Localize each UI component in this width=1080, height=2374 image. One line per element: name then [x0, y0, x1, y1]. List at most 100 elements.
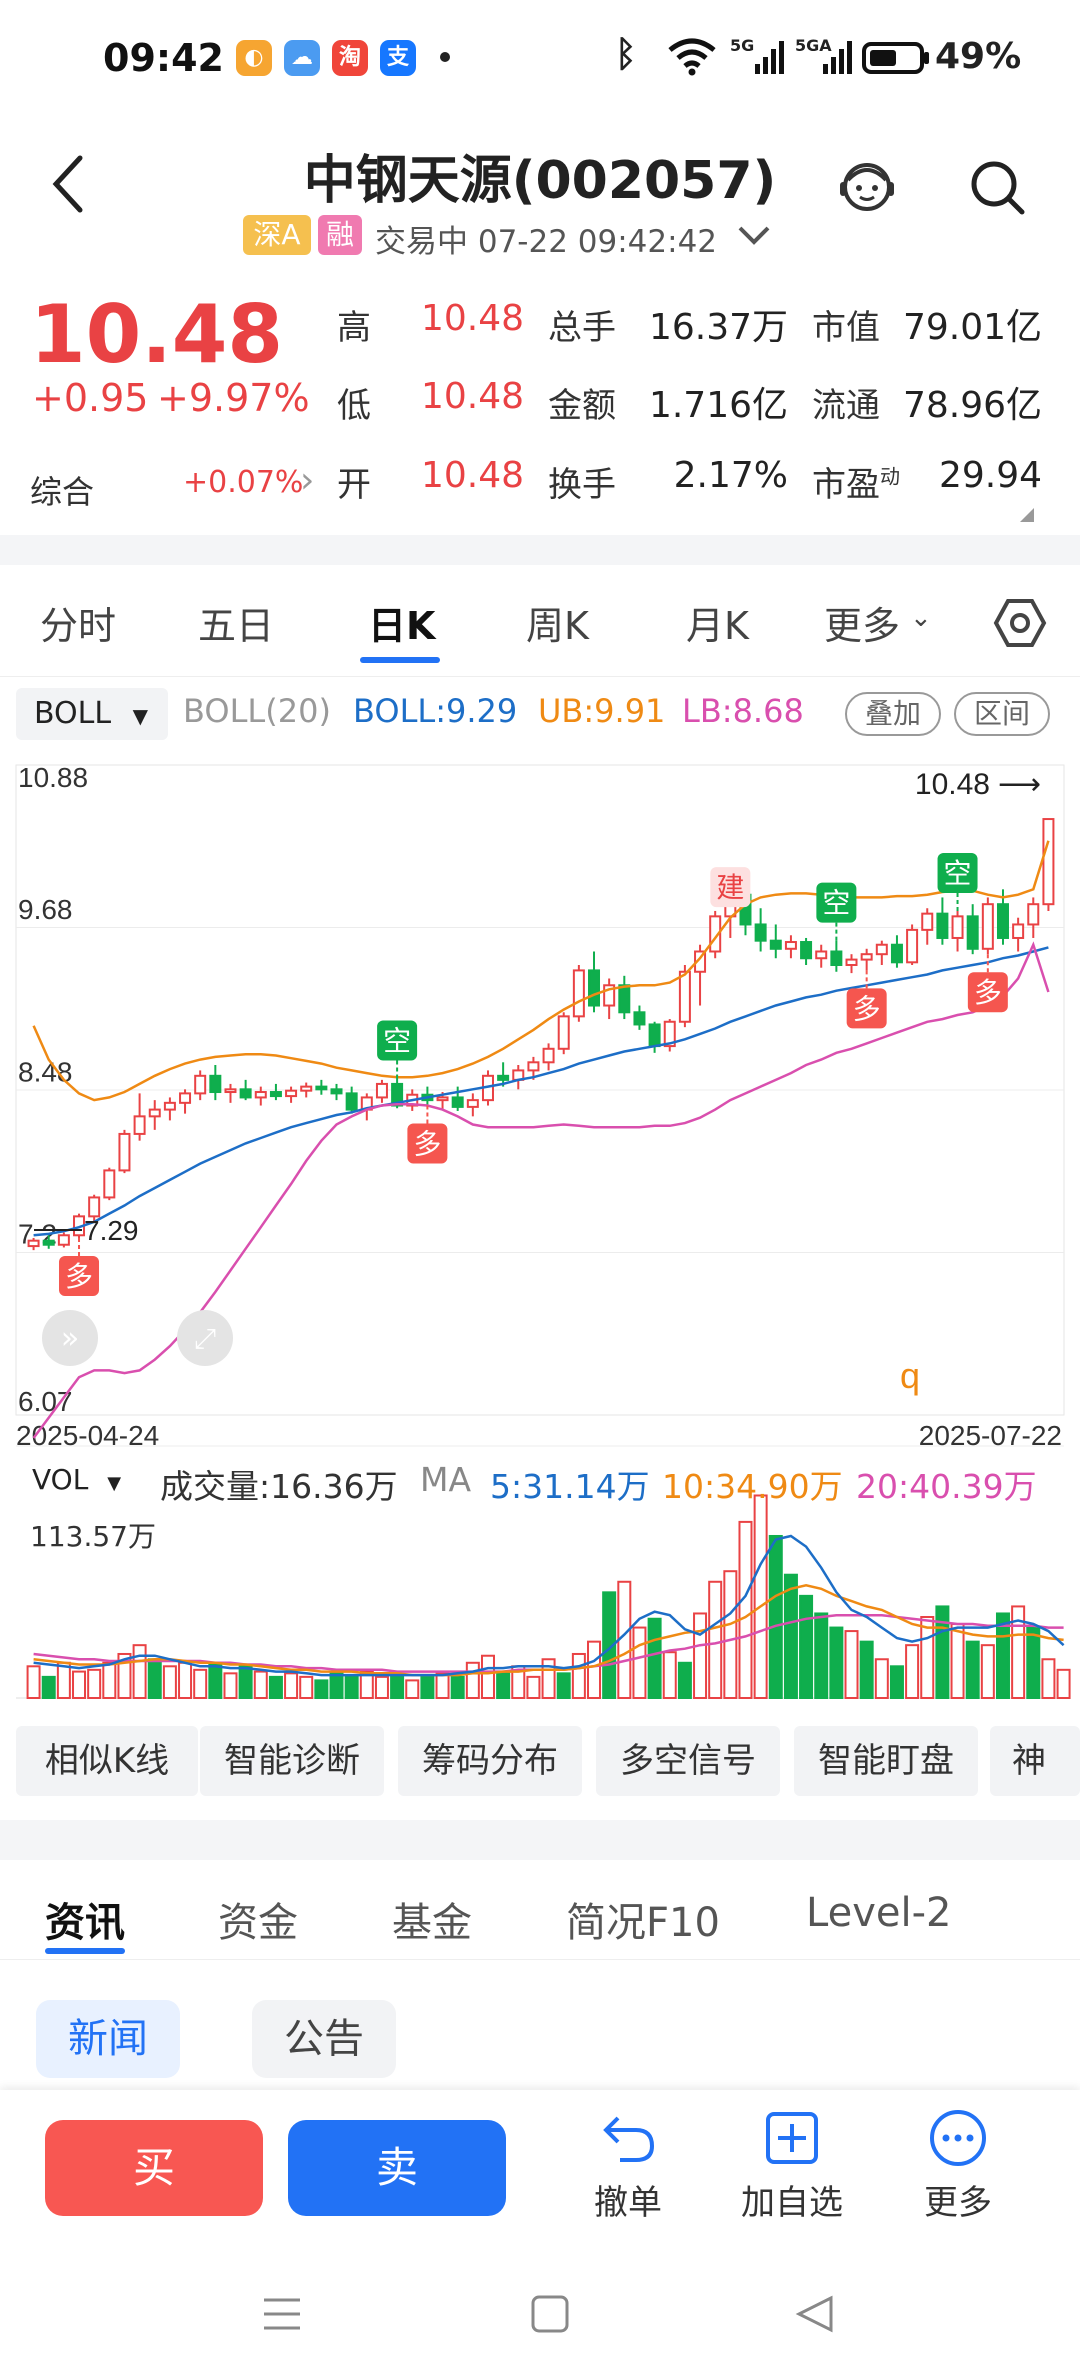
vol-bar-up [587, 1640, 602, 1700]
signal-badge-label: 空 [944, 857, 972, 890]
vol-bar-down [965, 1640, 980, 1700]
market-cap-label: 市值 [812, 308, 880, 348]
tab-daily-k[interactable]: 日K [368, 604, 436, 648]
buy-button[interactable]: 买 [45, 2120, 263, 2216]
add-watchlist-action[interactable]: 加自选 [732, 2110, 852, 2224]
vol-bar-up [26, 1665, 41, 1700]
pe-value: 29.94 [938, 455, 1042, 496]
chevron-down-icon[interactable] [736, 224, 772, 246]
tab-weekly-k[interactable]: 周K [526, 604, 589, 648]
tab-five-day[interactable]: 五日 [198, 604, 275, 648]
vol-bar-up [102, 1661, 117, 1699]
vol-ma20: 20:40.39万 [856, 1467, 1037, 1506]
vol-bar-up [1011, 1605, 1026, 1699]
vol-ma10-line [33, 1584, 1064, 1677]
smart-monitor-button[interactable]: 智能盯盘 [794, 1726, 978, 1796]
vol-bar-up [480, 1654, 495, 1699]
candle-down [239, 1088, 252, 1099]
vol-bar-down [147, 1658, 162, 1700]
amount-value: 1.716亿 [648, 385, 788, 426]
tab-monthly-k[interactable]: 月K [686, 604, 749, 648]
similar-kline-button[interactable]: 相似K线 [16, 1726, 198, 1796]
vol-bar-up [253, 1670, 268, 1700]
tab-news[interactable]: 资讯 [45, 1900, 125, 1946]
chevron-right-icon[interactable]: › [300, 460, 315, 501]
vol-bar-down [314, 1679, 329, 1699]
vol-bar-down [238, 1665, 253, 1700]
info-tabs: 资讯 资金 基金 简况F10 Level-2 [0, 1860, 1080, 1960]
expand-corner-icon[interactable] [1020, 508, 1034, 522]
news-pill[interactable]: 新闻 [36, 2000, 180, 2078]
vol-bar-up [178, 1661, 193, 1699]
candle-up [951, 915, 964, 939]
vol-selector[interactable]: VOL ▼ [16, 1458, 146, 1502]
candle-up [694, 950, 707, 973]
settings-hexagon-icon[interactable] [992, 595, 1048, 651]
vol-ma-label: MA [420, 1460, 472, 1499]
active-tab-indicator [360, 657, 440, 663]
candle-down [209, 1074, 222, 1094]
back-icon[interactable] [48, 154, 88, 214]
candle-up [57, 1234, 70, 1246]
cancel-order-action[interactable]: 撤单 [568, 2110, 688, 2224]
signal-bars-icon [755, 41, 784, 74]
overlay-button[interactable]: 叠加 [845, 692, 941, 736]
more-dots-icon [930, 2110, 986, 2166]
battery-icon [862, 42, 929, 74]
vol-bar-up [435, 1672, 450, 1699]
tab-more[interactable]: 更多 [824, 604, 901, 648]
sell-button[interactable]: 卖 [288, 2120, 506, 2216]
vol-bar-up [571, 1652, 586, 1700]
vol-bar-up [405, 1679, 420, 1699]
more-action[interactable]: 更多 [898, 2110, 1018, 2224]
announcement-pill[interactable]: 公告 [252, 2000, 396, 2078]
vol-selector-label: VOL [32, 1463, 89, 1496]
tab-fund[interactable]: 基金 [392, 1900, 472, 1946]
tab-funds[interactable]: 资金 [218, 1900, 298, 1946]
vol-bar-down [647, 1617, 662, 1699]
candle-up [148, 1108, 161, 1118]
info-active-indicator [45, 1948, 125, 1954]
signal-badge-buy [967, 972, 1008, 1013]
chip-distribution-button[interactable]: 筹码分布 [398, 1726, 582, 1796]
tab-intraday[interactable]: 分时 [40, 604, 117, 648]
vol-bar-up [223, 1672, 238, 1699]
y-tick-label: 6.07 [18, 1386, 73, 1417]
candle-up [906, 928, 919, 964]
indicator-selector[interactable]: BOLL ▼ [16, 688, 168, 740]
vol-bar-up [920, 1615, 935, 1699]
app-icon-orange: ◐ [236, 40, 272, 76]
candle-up [466, 1099, 479, 1108]
search-icon[interactable] [968, 158, 1028, 218]
smart-diagnosis-button[interactable]: 智能诊断 [200, 1726, 384, 1796]
more-tool-button[interactable]: 神 [990, 1726, 1080, 1796]
back-nav-icon[interactable] [795, 2294, 835, 2334]
turnover-value: 2.17% [673, 455, 788, 496]
signal-5ga-label: 5GA [795, 36, 832, 55]
vol-bar-down [859, 1640, 874, 1700]
float-cap-value: 78.96亿 [902, 385, 1042, 426]
kline-chart-area[interactable]: 10.88 9.68 8.48 7.2 6.07 2025-04-24 2025-07-22… [0, 740, 1080, 1740]
candle-down [588, 969, 601, 1007]
price-change: +0.95 [32, 376, 149, 420]
robot-assistant-icon[interactable] [836, 154, 898, 216]
bull-bear-signal-button[interactable]: 多空信号 [596, 1726, 780, 1796]
vol-bar-up [980, 1644, 995, 1699]
candle-up [436, 1096, 449, 1102]
signal-5ga-icon: 5GA [795, 36, 832, 55]
vol-bar-down [1026, 1626, 1041, 1699]
low-label: 低 [337, 386, 371, 426]
range-button[interactable]: 区间 [954, 692, 1050, 736]
more-action-label: 更多 [924, 2183, 992, 2223]
candle-down [890, 943, 903, 964]
home-nav-icon[interactable] [530, 2294, 570, 2334]
app-icon-alipay: 支 [380, 40, 416, 76]
candle-down [345, 1092, 358, 1111]
tab-level2[interactable]: Level-2 [806, 1890, 952, 1936]
composite-value[interactable]: +0.07% [183, 465, 304, 500]
menu-nav-icon[interactable] [262, 2296, 302, 2332]
vol-bar-down [208, 1661, 223, 1699]
pe-label: 市盈动 [812, 457, 900, 506]
tab-f10[interactable]: 简况F10 [566, 1900, 720, 1946]
